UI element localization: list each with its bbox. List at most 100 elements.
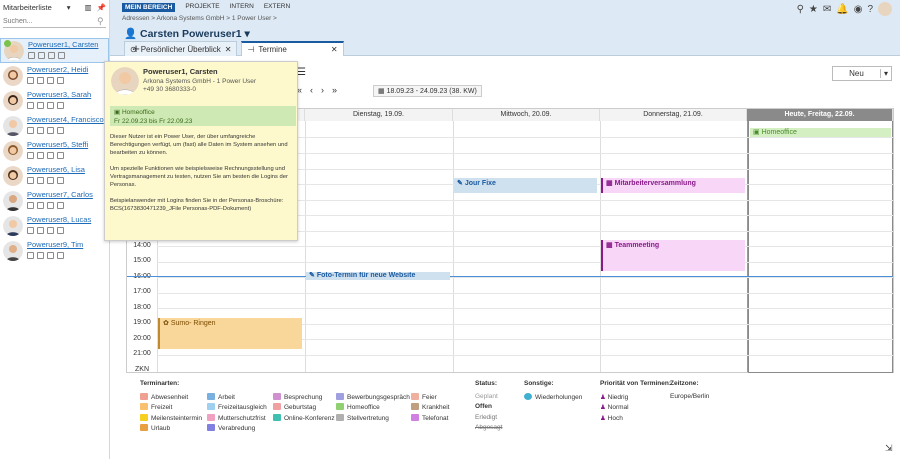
close-icon[interactable]: ✕ xyxy=(330,45,338,54)
calendar-icon[interactable] xyxy=(27,177,34,184)
mail-icon[interactable]: ✉ xyxy=(822,3,832,15)
calendar-icon[interactable] xyxy=(27,152,34,159)
phone-icon[interactable] xyxy=(37,202,44,209)
user-name[interactable]: Poweruser8, Lucas xyxy=(27,215,92,224)
menu-icon[interactable]: ☰ xyxy=(297,67,306,78)
event-jour-fixe[interactable]: ✎ Jour Fixe xyxy=(454,178,597,193)
event-foto-termin[interactable]: ✎ Foto-Termin für neue Website xyxy=(306,272,450,280)
chevron-down-icon[interactable]: ▾ xyxy=(66,2,71,12)
user-name[interactable]: Poweruser6, Lisa xyxy=(27,165,85,174)
send-icon[interactable] xyxy=(57,152,64,159)
help-icon[interactable]: ? xyxy=(867,3,873,15)
next-icon[interactable]: › xyxy=(321,85,325,95)
email-icon[interactable] xyxy=(47,252,54,259)
day-header[interactable]: Mittwoch, 20.09. xyxy=(453,109,600,121)
breadcrumb-item[interactable]: Arkona Systems GmbH xyxy=(156,15,225,22)
send-icon[interactable] xyxy=(57,77,64,84)
new-button[interactable]: Neu ▾ xyxy=(832,66,892,81)
day-header[interactable]: Dienstag, 19.09. xyxy=(305,109,453,121)
breadcrumb-item[interactable]: 1 Power User xyxy=(231,15,272,22)
prev-icon[interactable]: ‹ xyxy=(310,85,314,95)
phone-icon[interactable] xyxy=(37,252,44,259)
calendar-icon[interactable] xyxy=(27,202,34,209)
user-item[interactable]: Poweruser3, Sarah xyxy=(0,89,109,114)
phone-icon[interactable] xyxy=(37,152,44,159)
avatar[interactable] xyxy=(878,2,892,16)
user-item[interactable]: Poweruser4, Francisco xyxy=(0,114,109,139)
email-icon[interactable] xyxy=(47,102,54,109)
calendar-icon[interactable] xyxy=(27,127,34,134)
search-input[interactable] xyxy=(3,18,93,25)
user-name[interactable]: Poweruser4, Francisco xyxy=(27,115,104,124)
email-icon[interactable] xyxy=(47,177,54,184)
phone-icon[interactable] xyxy=(38,52,45,59)
nav-extern[interactable]: EXTERN xyxy=(263,3,291,10)
bell-icon[interactable]: 🔔 xyxy=(836,3,849,15)
star-icon[interactable]: ★ xyxy=(808,3,818,15)
user-item[interactable]: Poweruser6, Lisa xyxy=(0,164,109,189)
user-item[interactable]: Poweruser8, Lucas xyxy=(0,214,109,239)
sidebar-title[interactable]: Mitarbeiterliste xyxy=(3,2,52,12)
nav-mein-bereich[interactable]: MEIN BEREICH xyxy=(122,3,176,12)
email-icon[interactable] xyxy=(47,227,54,234)
last-icon[interactable]: » xyxy=(332,85,338,95)
day-header[interactable]: Donnerstag, 21.09. xyxy=(600,109,747,121)
user-name[interactable]: Poweruser1, Carsten xyxy=(28,40,99,49)
email-icon[interactable] xyxy=(47,152,54,159)
send-icon[interactable] xyxy=(57,227,64,234)
event-sumo-ringen[interactable]: ✿ Sumo- Ringen xyxy=(158,318,302,349)
user-item[interactable]: Poweruser9, Tim xyxy=(0,239,109,264)
date-range-picker[interactable]: ▦ 18.09.23 - 24.09.23 (38. KW) xyxy=(373,85,482,97)
user-name[interactable]: Poweruser3, Sarah xyxy=(27,90,92,99)
search-icon[interactable]: ⚲ xyxy=(796,3,804,15)
send-icon[interactable] xyxy=(58,52,65,59)
phone-icon[interactable] xyxy=(37,127,44,134)
phone-icon[interactable] xyxy=(37,77,44,84)
add-button[interactable]: + xyxy=(132,41,140,56)
close-icon[interactable]: ✕ xyxy=(224,44,232,54)
email-icon[interactable] xyxy=(48,52,55,59)
phone-icon[interactable] xyxy=(37,177,44,184)
nav-intern[interactable]: INTERN xyxy=(229,3,254,10)
user-name[interactable]: Poweruser5, Steffi xyxy=(27,140,89,149)
breadcrumb-item[interactable]: Adressen xyxy=(122,15,150,22)
user-item[interactable]: Poweruser5, Steffi xyxy=(0,139,109,164)
tab-termine[interactable]: ⊣ Termine ✕ xyxy=(241,41,344,56)
user-name[interactable]: Poweruser9, Tim xyxy=(27,240,84,249)
calendar-icon[interactable] xyxy=(27,77,34,84)
tooltip-link[interactable]: BCS(1673830471239_JFile Personas-PDF-Dok… xyxy=(110,206,252,212)
calendar-icon[interactable] xyxy=(28,52,35,59)
event-homeoffice[interactable]: ▣ Homeoffice xyxy=(750,128,891,137)
calendar-icon[interactable] xyxy=(27,227,34,234)
email-icon[interactable] xyxy=(47,77,54,84)
search-field[interactable]: ⚲ xyxy=(3,16,106,28)
day-header-today[interactable]: Heute, Freitag, 22.09. xyxy=(747,109,893,121)
user-name[interactable]: Poweruser2, Heidi xyxy=(27,65,89,74)
send-icon[interactable] xyxy=(57,127,64,134)
pin-icon[interactable]: 📌 xyxy=(96,2,106,12)
event-mitarbeiterversammlung[interactable]: ▦ Mitarbeiterversammlung xyxy=(601,178,745,193)
user-item[interactable]: Poweruser2, Heidi xyxy=(0,64,109,89)
tab-overview[interactable]: ⊙ Persönlicher Überblick ✕ xyxy=(124,41,238,56)
calendar-icon[interactable] xyxy=(27,102,34,109)
send-icon[interactable] xyxy=(57,202,64,209)
send-icon[interactable] xyxy=(57,177,64,184)
calendar-icon[interactable] xyxy=(27,252,34,259)
event-teammeeting[interactable]: ▦ Teammeeting xyxy=(601,240,745,271)
user-item[interactable]: Poweruser1, Carsten xyxy=(0,38,109,63)
send-icon[interactable] xyxy=(57,252,64,259)
first-icon[interactable]: « xyxy=(297,85,303,95)
exit-icon[interactable]: ⇲ xyxy=(885,443,893,453)
email-icon[interactable] xyxy=(47,127,54,134)
phone-icon[interactable] xyxy=(37,227,44,234)
user-item[interactable]: Poweruser7, Carlos xyxy=(0,189,109,214)
user-name[interactable]: Poweruser7, Carlos xyxy=(27,190,93,199)
send-icon[interactable] xyxy=(57,102,64,109)
chevron-down-icon[interactable]: ▾ xyxy=(879,69,891,78)
nav-projekte[interactable]: PROJEKTE xyxy=(185,3,220,10)
compass-icon[interactable]: ◉ xyxy=(853,3,863,15)
search-icon[interactable]: ⚲ xyxy=(97,16,104,26)
layout-icon[interactable]: ▥ xyxy=(84,2,92,12)
chevron-down-icon[interactable]: ▾ xyxy=(244,28,250,40)
email-icon[interactable] xyxy=(47,202,54,209)
